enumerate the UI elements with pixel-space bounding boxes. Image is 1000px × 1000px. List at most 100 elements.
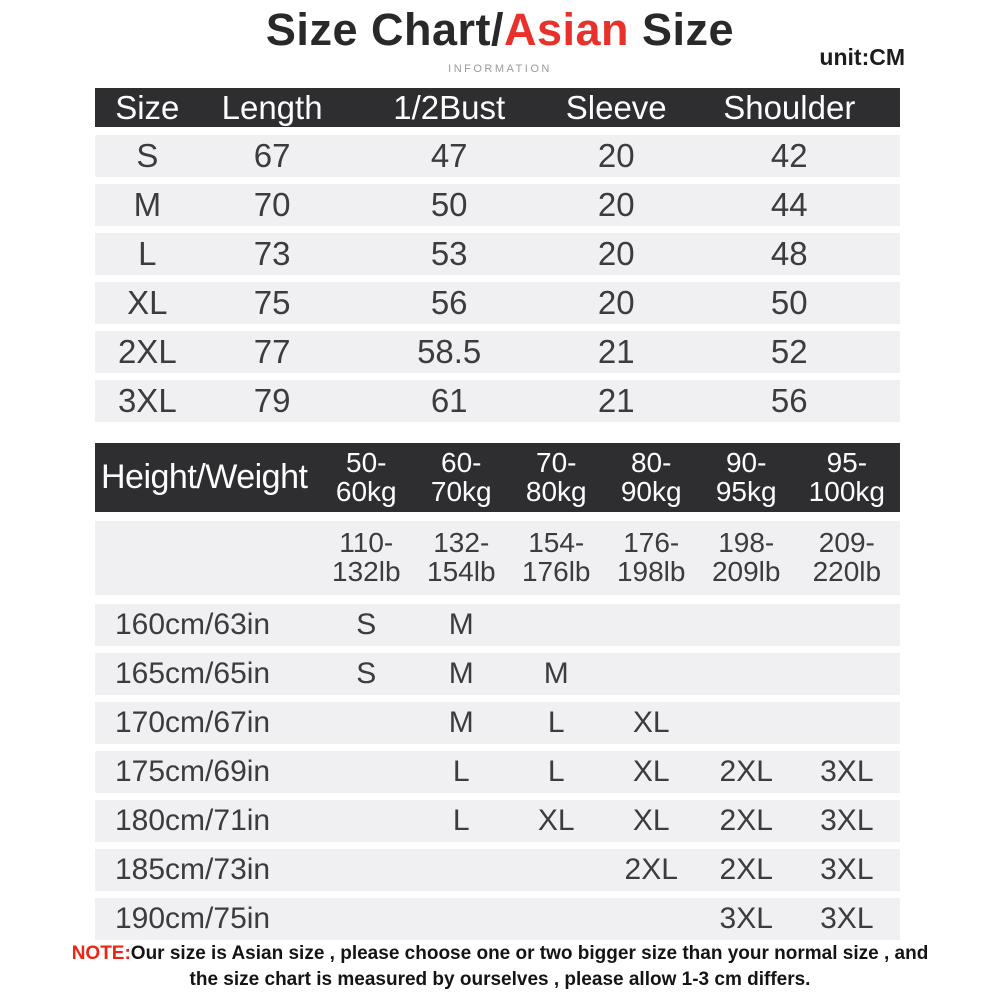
- size-table-row-2xl: 2XL 77 58.5 21 52: [95, 331, 900, 373]
- fit-table-row-170: 170cm/67in M L XL: [95, 702, 900, 744]
- height-cell: 180cm/71in: [115, 804, 271, 837]
- shoulder-cell: 42: [770, 137, 808, 174]
- length-cell: 70: [253, 186, 291, 223]
- sleeve-cell: 20: [597, 284, 635, 321]
- height-cell: 185cm/73in: [115, 853, 271, 886]
- length-cell: 73: [253, 235, 291, 272]
- fit-table-corner-label: Height/Weight: [101, 458, 308, 496]
- weight-lb-header: 176- 198lb: [616, 527, 686, 587]
- fit-size-cell: M: [448, 706, 474, 739]
- shoulder-cell: 52: [770, 333, 808, 370]
- bust-cell: 53: [430, 235, 468, 272]
- size-table-header-size: Size: [115, 88, 180, 126]
- size-cell: 2XL: [117, 333, 177, 370]
- size-cell: 3XL: [117, 382, 177, 419]
- fit-size-cell: 3XL: [820, 853, 874, 886]
- size-table-header-sleeve: Sleeve: [565, 88, 667, 126]
- length-cell: 77: [253, 333, 291, 370]
- fit-table-row-160: 160cm/63in S M: [95, 604, 900, 646]
- bust-cell: 50: [430, 186, 468, 223]
- size-table: Size Length 1/2Bust Sleeve Shoulder S 67…: [95, 88, 900, 429]
- weight-kg-header: 90- 95kg: [715, 446, 777, 507]
- size-table-row-s: S 67 47 20 42: [95, 135, 900, 177]
- size-table-row-xl: XL 75 56 20 50: [95, 282, 900, 324]
- page-title: Size Chart/Asian Size: [0, 4, 1000, 56]
- fit-size-cell: M: [448, 657, 474, 690]
- unit-label: unit:CM: [819, 44, 905, 70]
- height-cell: 175cm/69in: [115, 755, 271, 788]
- bust-cell: 56: [430, 284, 468, 321]
- weight-kg-header: 50- 60kg: [335, 446, 397, 507]
- title-part1: Size Chart/: [265, 4, 504, 55]
- fit-table: Height/Weight 50- 60kg 60- 70kg 70- 80kg…: [95, 443, 900, 947]
- bust-cell: 58.5: [417, 333, 482, 370]
- fit-table-row-175: 175cm/69in L L XL 2XL 3XL: [95, 751, 900, 793]
- fit-size-cell: XL: [632, 706, 670, 739]
- sleeve-cell: 21: [597, 382, 635, 419]
- fit-size-cell: 3XL: [820, 804, 874, 837]
- size-cell: M: [133, 186, 162, 223]
- size-table-row-3xl: 3XL 79 61 21 56: [95, 380, 900, 422]
- fit-size-cell: 3XL: [820, 755, 874, 788]
- fit-size-cell: 2XL: [719, 755, 773, 788]
- weight-lb-header: 154- 176lb: [521, 527, 591, 587]
- size-cell: XL: [127, 284, 168, 321]
- fit-table-row-165: 165cm/65in S M M: [95, 653, 900, 695]
- note-label: NOTE:: [71, 943, 131, 964]
- fit-size-cell: M: [448, 608, 474, 641]
- fit-size-cell: M: [543, 657, 569, 690]
- weight-lb-header: 209- 220lb: [812, 527, 882, 587]
- fit-size-cell: XL: [632, 755, 670, 788]
- fit-size-cell: 3XL: [820, 902, 874, 935]
- size-table-row-m: M 70 50 20 44: [95, 184, 900, 226]
- sleeve-cell: 20: [597, 235, 635, 272]
- fit-table-row-190: 190cm/75in 3XL 3XL: [95, 898, 900, 940]
- weight-kg-header: 80- 90kg: [620, 446, 682, 507]
- length-cell: 75: [253, 284, 291, 321]
- weight-lb-header: 110- 132lb: [332, 527, 401, 587]
- length-cell: 67: [253, 137, 291, 174]
- sleeve-cell: 21: [597, 333, 635, 370]
- weight-lb-header: 198- 209lb: [711, 527, 781, 587]
- fit-size-cell: XL: [632, 804, 670, 837]
- note-text: Our size is Asian size , please choose o…: [130, 943, 929, 991]
- note-text-wrap: NOTE:Our size is Asian size , please cho…: [60, 941, 940, 993]
- fit-size-cell: 2XL: [719, 853, 773, 886]
- size-table-row-l: L 73 53 20 48: [95, 233, 900, 275]
- fit-size-cell: L: [452, 755, 470, 788]
- length-cell: 79: [253, 382, 291, 419]
- fit-table-header-row: Height/Weight 50- 60kg 60- 70kg 70- 80kg…: [95, 443, 900, 512]
- fit-size-cell: S: [356, 608, 377, 641]
- fit-size-cell: L: [452, 804, 470, 837]
- fit-size-cell: S: [356, 657, 377, 690]
- bust-cell: 47: [430, 137, 468, 174]
- fit-table-row-185: 185cm/73in 2XL 2XL 3XL: [95, 849, 900, 891]
- height-cell: 190cm/75in: [115, 902, 271, 935]
- size-table-header-bust: 1/2Bust: [393, 88, 506, 126]
- weight-kg-header: 70- 80kg: [525, 446, 587, 507]
- fit-size-cell: 2XL: [719, 804, 773, 837]
- height-cell: 160cm/63in: [115, 608, 271, 641]
- weight-kg-header: 60- 70kg: [430, 446, 492, 507]
- fit-table-row-180: 180cm/71in L XL XL 2XL 3XL: [95, 800, 900, 842]
- fit-size-cell: 2XL: [624, 853, 678, 886]
- size-cell: L: [138, 235, 157, 272]
- weight-kg-header: 95- 100kg: [808, 446, 885, 507]
- shoulder-cell: 56: [770, 382, 808, 419]
- size-table-header-shoulder: Shoulder: [723, 88, 856, 126]
- height-cell: 170cm/67in: [115, 706, 271, 739]
- weight-lb-header: 132- 154lb: [427, 527, 496, 587]
- sleeve-cell: 20: [597, 186, 635, 223]
- size-table-header-length: Length: [221, 88, 323, 126]
- shoulder-cell: 50: [770, 284, 808, 321]
- fit-size-cell: XL: [537, 804, 575, 837]
- shoulder-cell: 48: [770, 235, 808, 272]
- fit-size-cell: 3XL: [719, 902, 773, 935]
- size-table-header-row: Size Length 1/2Bust Sleeve Shoulder: [95, 88, 900, 127]
- note: NOTE:Our size is Asian size , please cho…: [0, 941, 1000, 993]
- title-accent: Asian: [503, 4, 630, 55]
- shoulder-cell: 44: [770, 186, 808, 223]
- fit-table-lb-row: 110- 132lb 132- 154lb 154- 176lb 176- 19…: [95, 521, 900, 595]
- fit-size-cell: L: [547, 706, 565, 739]
